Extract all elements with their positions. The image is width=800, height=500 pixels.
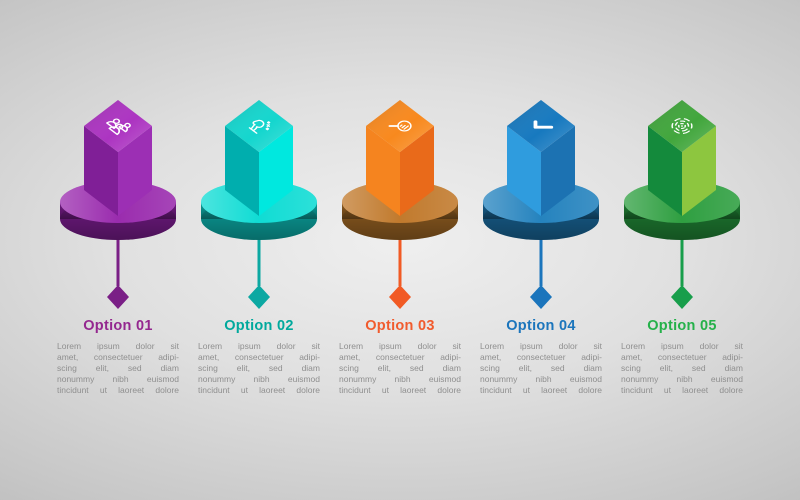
description-line: nonummy nibh euismod — [480, 374, 602, 384]
checkmark-icon — [533, 120, 554, 129]
cube-left-face — [84, 126, 118, 216]
option-description: Lorem ipsum dolor sit amet, consectetuer… — [339, 341, 461, 396]
option-title: Option 03 — [365, 318, 435, 334]
option-column-4: Option 04 Lorem ipsum dolor sit amet, co… — [471, 96, 611, 396]
option-column-3: Option 03 Lorem ipsum dolor sit amet, co… — [330, 96, 470, 396]
strategy-icon — [248, 119, 271, 134]
option-title: Option 02 — [224, 318, 294, 334]
description-line: nonummy nibh euismod — [621, 374, 743, 384]
connector-diamond — [389, 285, 411, 309]
description-line: Lorem ipsum dolor sit — [621, 341, 743, 351]
description-line: amet, consectetuer adipi- — [198, 352, 320, 362]
description-line: tincidunt ut laoreet dolore — [621, 385, 743, 395]
description-line: amet, consectetuer adipi- — [57, 352, 179, 362]
pedestal-graphic-4 — [483, 100, 599, 309]
description-line: tincidunt ut laoreet dolore — [198, 385, 320, 395]
pedestal-graphic-3 — [342, 100, 458, 309]
option-column-2: Option 02 Lorem ipsum dolor sit amet, co… — [189, 96, 329, 396]
cube-left-face — [507, 126, 541, 216]
option-title: Option 01 — [83, 318, 153, 334]
description-line: Lorem ipsum dolor sit — [198, 341, 320, 351]
pedestal-graphic-1 — [60, 100, 176, 309]
description-line: tincidunt ut laoreet dolore — [480, 385, 602, 395]
description-line: scing elit, sed diam — [57, 363, 179, 373]
description-line: scing elit, sed diam — [621, 363, 743, 373]
analysis-icon — [388, 120, 412, 132]
description-line: Lorem ipsum dolor sit — [57, 341, 179, 351]
description-line: amet, consectetuer adipi- — [621, 352, 743, 362]
connector-diamond — [671, 285, 693, 309]
cube-left-face — [366, 126, 400, 216]
description-line: nonummy nibh euismod — [198, 374, 320, 384]
cube-right-face — [259, 126, 293, 216]
description-line: Lorem ipsum dolor sit — [339, 341, 461, 351]
cube-right-face — [118, 126, 152, 216]
description-line: Lorem ipsum dolor sit — [480, 341, 602, 351]
connector-diamond — [530, 285, 552, 309]
option-description: Lorem ipsum dolor sit amet, consectetuer… — [57, 341, 179, 396]
pedestal-graphic-2 — [201, 100, 317, 309]
description-line: scing elit, sed diam — [198, 363, 320, 373]
option-title: Option 04 — [506, 318, 576, 334]
description-line: tincidunt ut laoreet dolore — [57, 385, 179, 395]
cube-right-face — [682, 126, 716, 216]
option-title: Option 05 — [647, 318, 717, 334]
option-column-1: Option 01 Lorem ipsum dolor sit amet, co… — [48, 96, 188, 396]
cube-left-face — [225, 126, 259, 216]
connector-diamond — [107, 285, 129, 309]
cube-right-face — [541, 126, 575, 216]
cube-right-face — [400, 126, 434, 216]
description-line: scing elit, sed diam — [480, 363, 602, 373]
option-description: Lorem ipsum dolor sit amet, consectetuer… — [480, 341, 602, 396]
option-description: Lorem ipsum dolor sit amet, consectetuer… — [198, 341, 320, 396]
option-description: Lorem ipsum dolor sit amet, consectetuer… — [621, 341, 743, 396]
cube-left-face — [648, 126, 682, 216]
description-line: nonummy nibh euismod — [339, 374, 461, 384]
description-line: amet, consectetuer adipi- — [339, 352, 461, 362]
pedestal-graphic-5 — [624, 100, 740, 309]
infographic-row: Option 01 Lorem ipsum dolor sit amet, co… — [48, 96, 752, 396]
team-icon — [106, 118, 131, 136]
option-column-5: Option 05 Lorem ipsum dolor sit amet, co… — [612, 96, 752, 396]
connector-diamond — [248, 285, 270, 309]
description-line: amet, consectetuer adipi- — [480, 352, 602, 362]
description-line: scing elit, sed diam — [339, 363, 461, 373]
description-line: tincidunt ut laoreet dolore — [339, 385, 461, 395]
description-line: nonummy nibh euismod — [57, 374, 179, 384]
